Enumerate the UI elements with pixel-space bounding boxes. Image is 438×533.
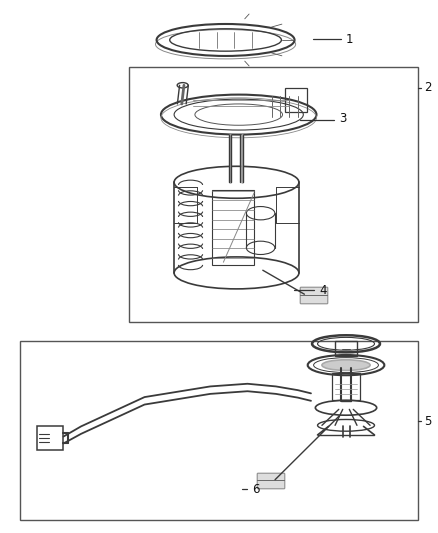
Text: 2: 2 <box>424 82 431 94</box>
Text: 3: 3 <box>339 112 347 125</box>
Ellipse shape <box>322 360 370 370</box>
Text: 4: 4 <box>320 284 327 297</box>
Text: 1: 1 <box>346 33 353 46</box>
Bar <box>257 473 284 488</box>
Bar <box>37 426 63 450</box>
Bar <box>335 341 357 356</box>
Bar <box>332 373 360 400</box>
Text: 6: 6 <box>252 483 259 496</box>
Bar <box>257 473 284 488</box>
Bar <box>285 88 307 112</box>
Bar <box>212 190 254 265</box>
Bar <box>20 341 418 520</box>
Bar <box>129 67 418 322</box>
Bar <box>300 287 327 303</box>
Bar <box>300 287 327 303</box>
Text: 5: 5 <box>424 415 431 427</box>
